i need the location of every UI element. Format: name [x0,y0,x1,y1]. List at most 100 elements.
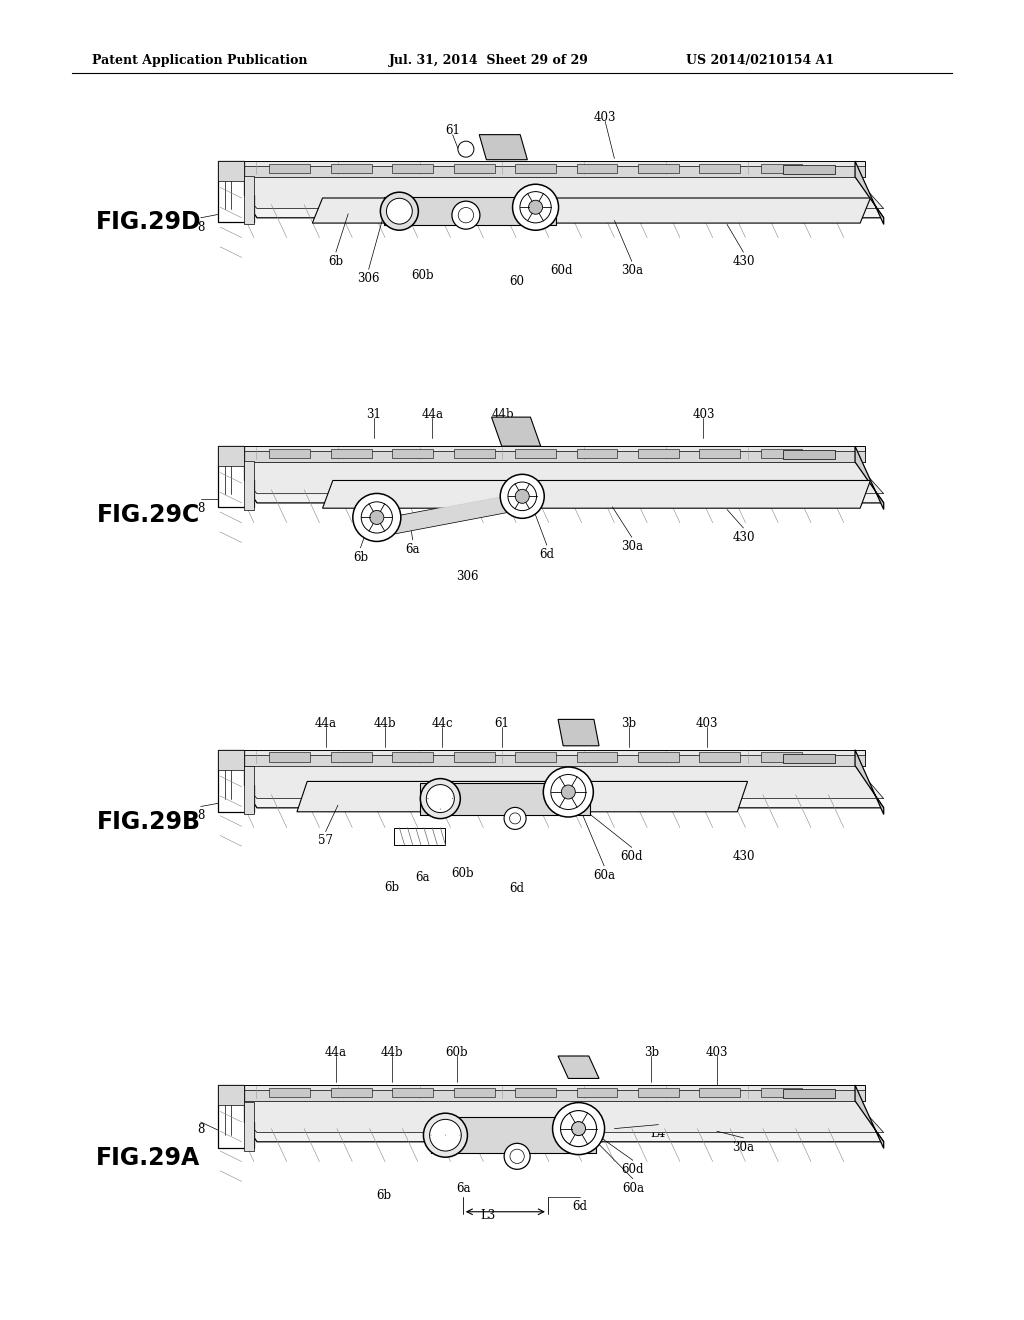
Circle shape [515,490,529,503]
Text: 44b: 44b [492,408,514,421]
Circle shape [504,1143,530,1170]
Circle shape [424,1113,467,1158]
Polygon shape [577,164,617,173]
Polygon shape [855,446,884,510]
Polygon shape [577,752,617,762]
Polygon shape [699,449,740,458]
Polygon shape [218,451,865,462]
Text: 31: 31 [367,408,381,421]
Polygon shape [244,461,254,510]
Polygon shape [218,161,244,181]
Text: 60b: 60b [452,867,474,880]
Circle shape [504,808,526,829]
Circle shape [513,185,558,230]
Circle shape [544,767,593,817]
Text: 306: 306 [357,272,380,285]
Text: 6b: 6b [353,550,368,564]
Polygon shape [392,164,433,173]
Polygon shape [577,449,617,458]
Text: 44b: 44b [374,717,396,730]
Polygon shape [454,752,495,762]
Polygon shape [218,755,865,766]
Polygon shape [244,1102,254,1151]
Polygon shape [855,1085,884,1148]
Text: 61: 61 [445,124,460,137]
Polygon shape [761,1088,802,1097]
Polygon shape [479,135,527,160]
Polygon shape [761,449,802,458]
Circle shape [386,198,413,224]
Text: 60b: 60b [412,269,434,282]
Polygon shape [218,161,254,222]
Text: 430: 430 [732,850,755,863]
Text: 430: 430 [732,255,755,268]
Text: 60a: 60a [593,869,615,882]
Text: 44a: 44a [421,408,443,421]
Polygon shape [228,462,884,503]
Circle shape [430,1119,461,1151]
Polygon shape [269,752,310,762]
Polygon shape [228,766,884,808]
Polygon shape [392,1088,433,1097]
Text: FIG.29C: FIG.29C [97,503,200,527]
Polygon shape [638,449,679,458]
Text: 44b: 44b [381,1045,403,1059]
Text: 306: 306 [456,570,478,583]
Circle shape [458,141,474,157]
Polygon shape [228,462,884,494]
Polygon shape [331,164,372,173]
Polygon shape [384,197,556,226]
Polygon shape [269,449,310,458]
Polygon shape [323,480,870,508]
Polygon shape [228,177,884,218]
Text: 430: 430 [732,531,755,544]
Polygon shape [218,750,865,766]
Text: 3b: 3b [644,1045,658,1059]
Polygon shape [269,164,310,173]
Polygon shape [392,449,433,458]
Polygon shape [515,752,556,762]
Text: 60: 60 [510,275,524,288]
Text: 57: 57 [318,834,333,847]
Text: 6d: 6d [540,548,554,561]
Polygon shape [855,161,884,224]
Circle shape [528,201,543,214]
Text: 60a: 60a [622,1181,644,1195]
Text: Patent Application Publication: Patent Application Publication [92,54,307,67]
Polygon shape [218,446,865,462]
Polygon shape [331,1088,372,1097]
Text: 3b: 3b [622,717,636,730]
Text: 6a: 6a [457,1181,471,1195]
Circle shape [380,193,419,230]
Circle shape [510,1150,524,1163]
Polygon shape [431,1117,596,1154]
Circle shape [561,785,575,799]
Text: 61: 61 [495,717,509,730]
Text: 403: 403 [706,1045,728,1059]
Polygon shape [761,164,802,173]
Polygon shape [558,1056,599,1078]
Polygon shape [783,165,835,174]
Polygon shape [454,164,495,173]
Polygon shape [420,783,590,814]
Text: 403: 403 [695,717,718,730]
Text: US 2014/0210154 A1: US 2014/0210154 A1 [686,54,835,67]
Polygon shape [297,781,748,812]
Text: 30a: 30a [621,540,643,553]
Circle shape [551,775,586,809]
Polygon shape [244,176,254,224]
Polygon shape [218,1085,244,1105]
Text: 8: 8 [197,220,205,234]
Polygon shape [515,164,556,173]
Circle shape [510,813,520,824]
Polygon shape [638,164,679,173]
Polygon shape [761,752,802,762]
Text: 60d: 60d [622,1163,644,1176]
Text: 8: 8 [197,1123,205,1137]
Text: 30a: 30a [732,1140,755,1154]
Polygon shape [331,752,372,762]
Polygon shape [577,1088,617,1097]
Text: 6b: 6b [329,255,343,268]
Polygon shape [244,766,254,814]
Text: FIG.29B: FIG.29B [96,810,201,834]
